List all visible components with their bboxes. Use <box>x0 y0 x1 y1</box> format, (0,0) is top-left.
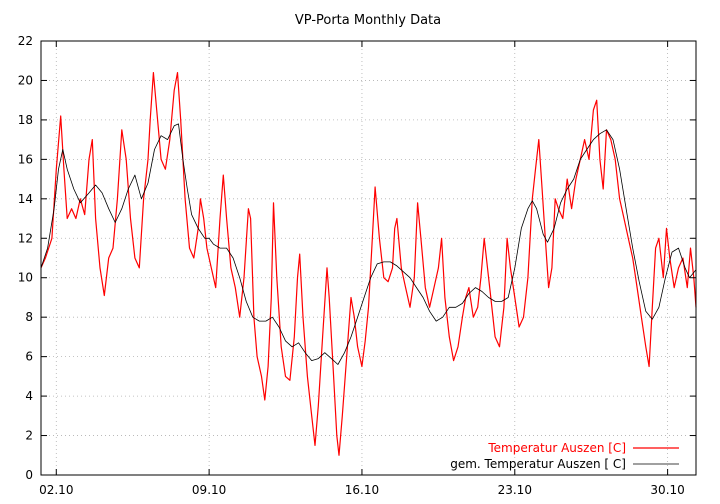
x-tick-label: 02.10 <box>39 483 73 497</box>
x-tick-label: 30.10 <box>650 483 684 497</box>
y-tick-label: 16 <box>18 152 33 166</box>
series-layer <box>40 72 697 456</box>
y-tick-label: 20 <box>18 73 33 87</box>
legend-label-temperature: Temperatur Auszen [C] <box>487 441 626 455</box>
series-line-temperature <box>40 72 697 456</box>
x-tick-label: 16.10 <box>345 483 379 497</box>
y-tick-label: 4 <box>25 389 33 403</box>
y-tick-label: 14 <box>18 192 33 206</box>
chart-title: VP-Porta Monthly Data <box>295 13 441 28</box>
y-tick-label: 6 <box>25 350 33 364</box>
y-tick-label: 10 <box>18 271 33 285</box>
plot-frame <box>40 40 697 476</box>
legend: Temperatur Auszen [C] gem. Temperatur Au… <box>450 441 679 471</box>
y-tick-label: 0 <box>25 468 33 482</box>
y-tick-label: 12 <box>18 231 33 245</box>
x-tick-label: 09.10 <box>192 483 226 497</box>
legend-label-average-temperature: gem. Temperatur Auszen [ C] <box>450 457 626 471</box>
axis-ticks: 0 2 4 6 8 10 12 14 16 18 20 22 02.10 09.10 16.10 23.10 3… <box>18 34 696 497</box>
y-tick-label: 18 <box>18 113 33 127</box>
x-tick-label: 23.10 <box>498 483 532 497</box>
series-line-average-temperature <box>40 123 697 365</box>
y-tick-label: 2 <box>25 429 33 443</box>
y-tick-label: 22 <box>18 34 33 48</box>
grid <box>41 41 696 475</box>
y-tick-label: 8 <box>25 310 33 324</box>
